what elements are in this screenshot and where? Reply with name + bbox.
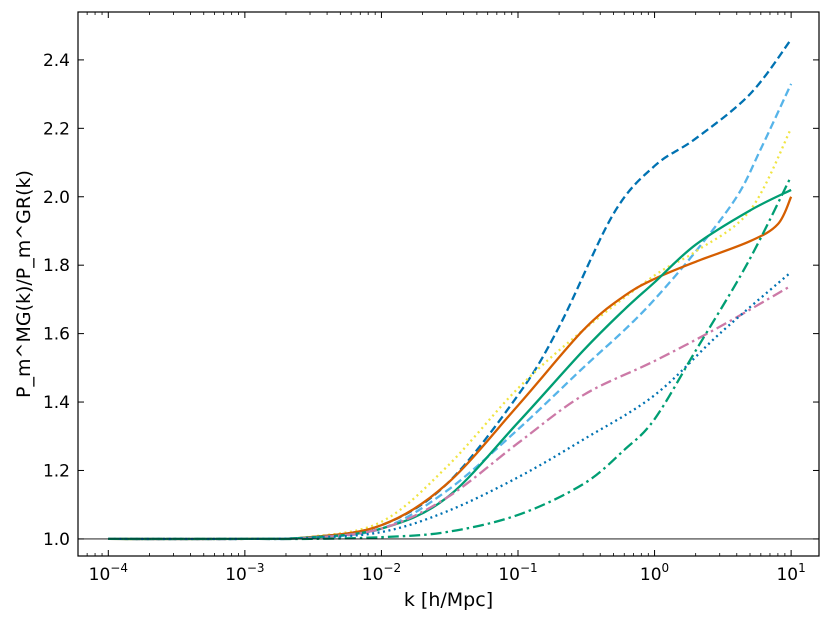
tick-layer: 10−4 10−3 10−2 10−1 100 101 1.0 1.2 1.4 1.6 1.8 2.0… xyxy=(43,12,819,585)
x-tick-label: 10−3 xyxy=(225,561,264,585)
y-tick-label: 2.0 xyxy=(43,188,70,208)
y-tick-label: 1.4 xyxy=(43,393,70,413)
x-tick-label: 100 xyxy=(640,561,669,585)
series-line-2-dashed xyxy=(108,83,793,541)
x-axis-label: k [h/Mpc] xyxy=(404,589,493,611)
series-line-3-dotted xyxy=(108,127,793,541)
y-tick-label: 1.6 xyxy=(43,325,70,345)
y-axis-label-text: P_m^MG(k)/P_m^GR(k) xyxy=(13,170,35,398)
y-axis-label: P_m^MG(k)/P_m^GR(k) xyxy=(13,170,35,398)
y-tick-label: 2.2 xyxy=(43,119,70,139)
y-tick-label: 2.4 xyxy=(43,51,70,71)
x-tick-label: 10−2 xyxy=(362,561,401,585)
y-tick-label: 1.0 xyxy=(43,530,70,550)
x-tick-label: 10−1 xyxy=(498,561,537,585)
x-axis-label-text: k [h/Mpc] xyxy=(404,589,493,611)
x-tick-label: 101 xyxy=(776,561,805,585)
series-line-7-dotted xyxy=(108,271,792,541)
x-tick-label: 10−4 xyxy=(89,561,128,585)
plot-frame xyxy=(77,11,820,557)
y-tick-label: 1.8 xyxy=(43,256,70,276)
y-tick-label: 1.2 xyxy=(43,461,70,481)
